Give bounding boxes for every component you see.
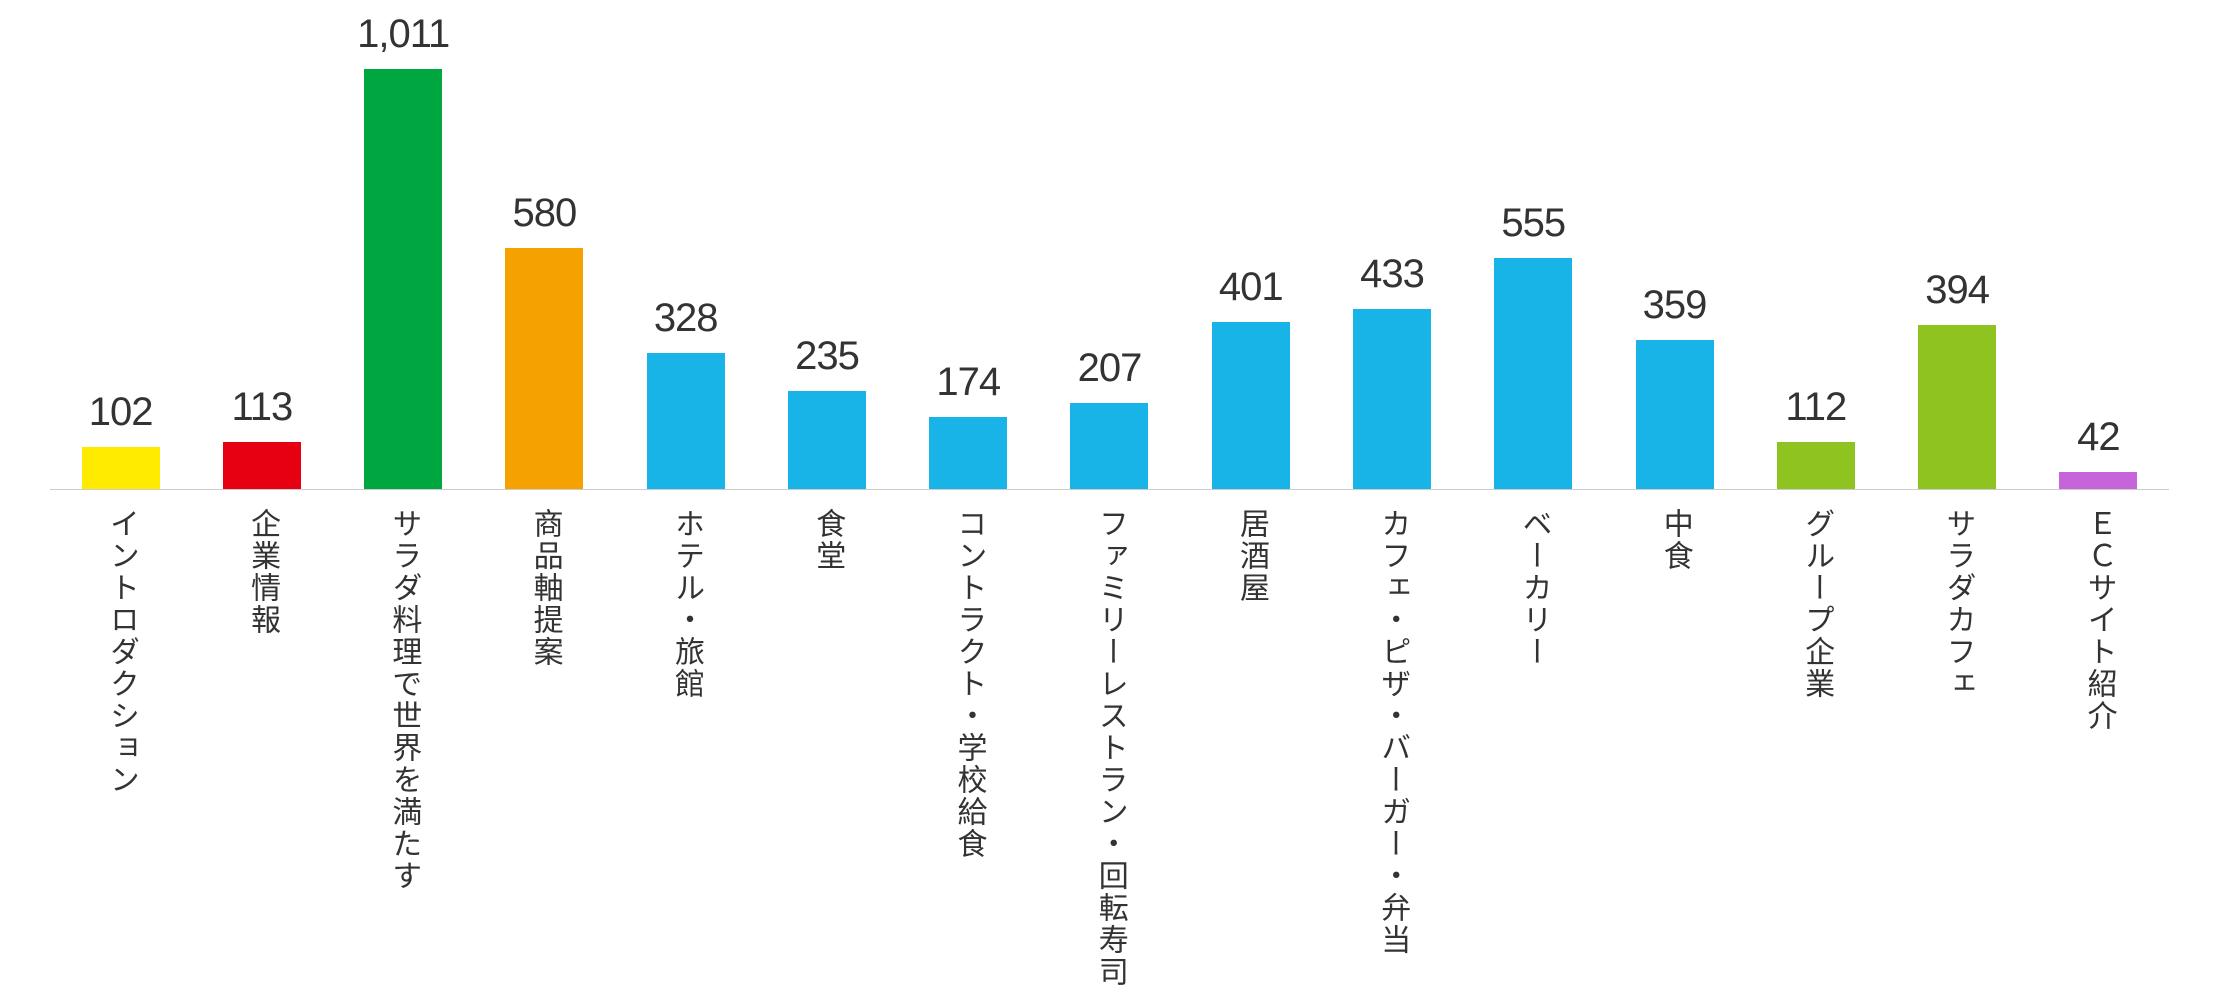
bar [1494,258,1572,489]
bar-label: ホテル・旅館 [668,508,703,700]
bar-group: 42 [2028,0,2169,489]
label-group: コントラクト・学校給食 [898,508,1039,988]
bar-value: 401 [1219,265,1283,310]
label-group: ファミリーレストラン・回転寿司 [1039,508,1180,988]
bar-group: 112 [1745,0,1886,489]
bar-value: 113 [232,385,293,430]
bar-group: 433 [1321,0,1462,489]
label-group: カフェ・ピザ・バーガー・弁当 [1321,508,1462,988]
bar-value: 174 [936,360,1000,405]
bar-value: 394 [1925,268,1989,313]
bar-label: 居酒屋 [1234,508,1269,604]
label-group: イントロダクション [50,508,191,988]
bar [929,417,1007,489]
bar-value: 359 [1643,283,1707,328]
bar-group: 394 [1886,0,2027,489]
label-group: ベーカリー [1463,508,1604,988]
label-group: 企業情報 [191,508,332,988]
bar-value: 328 [654,296,718,341]
bar-value: 42 [2077,415,2120,460]
bar [364,69,442,489]
label-group: 食堂 [756,508,897,988]
bar-label: サラダ料理で世界を満たす [386,508,421,892]
bar-value: 112 [1785,385,1846,430]
bar [1070,403,1148,489]
bar-label: イントロダクション [103,508,138,796]
bar-group: 401 [1180,0,1321,489]
bar-group: 580 [474,0,615,489]
bar [1918,325,1996,489]
bar-label: グループ企業 [1799,508,1834,700]
bar-label: 商品軸提案 [527,508,562,668]
bar-value: 102 [89,390,153,435]
bar [82,447,160,489]
bar [505,248,583,489]
bar-group: 555 [1463,0,1604,489]
label-group: ＥＣサイト紹介 [2028,508,2169,988]
bar-label: コントラクト・学校給食 [951,508,986,860]
bar-group: 1,011 [333,0,474,489]
bar-group: 102 [50,0,191,489]
bar-label: ファミリーレストラン・回転寿司 [1092,508,1127,988]
label-group: 居酒屋 [1180,508,1321,988]
bar-group: 174 [898,0,1039,489]
bar-value: 207 [1078,346,1142,391]
bar-value: 580 [513,191,577,236]
bar-value: 555 [1501,201,1565,246]
bar [1777,442,1855,489]
bar-label: ベーカリー [1516,508,1551,668]
label-group: ホテル・旅館 [615,508,756,988]
label-group: サラダ料理で世界を満たす [333,508,474,988]
bar-label: 中食 [1657,508,1692,572]
chart-plot-area: 102 113 1,011 580 328 235 174 207 401 433 555 359 11… [50,0,2169,490]
bar-group: 207 [1039,0,1180,489]
label-group: 商品軸提案 [474,508,615,988]
bar [1636,340,1714,489]
label-group: 中食 [1604,508,1745,988]
bar [788,391,866,489]
bar-label: 企業情報 [245,508,280,636]
bar-label: 食堂 [810,508,845,572]
bar-chart: 102 113 1,011 580 328 235 174 207 401 433 555 359 11… [0,0,2219,884]
bar [647,353,725,489]
bar [2059,472,2137,489]
bar-label: サラダカフェ [1940,508,1975,700]
chart-labels-area: イントロダクション 企業情報 サラダ料理で世界を満たす 商品軸提案 ホテル・旅館 食堂 コン… [50,490,2169,988]
bar-value: 235 [795,334,859,379]
bar-group: 113 [191,0,332,489]
bar-group: 235 [756,0,897,489]
bar [1212,322,1290,489]
bar [223,442,301,489]
bar [1353,309,1431,489]
bar-value: 1,011 [357,12,449,57]
bar-group: 328 [615,0,756,489]
bar-value: 433 [1360,252,1424,297]
bar-group: 359 [1604,0,1745,489]
label-group: サラダカフェ [1886,508,2027,988]
bar-label: カフェ・ピザ・バーガー・弁当 [1375,508,1410,956]
bar-label: ＥＣサイト紹介 [2081,508,2116,732]
label-group: グループ企業 [1745,508,1886,988]
